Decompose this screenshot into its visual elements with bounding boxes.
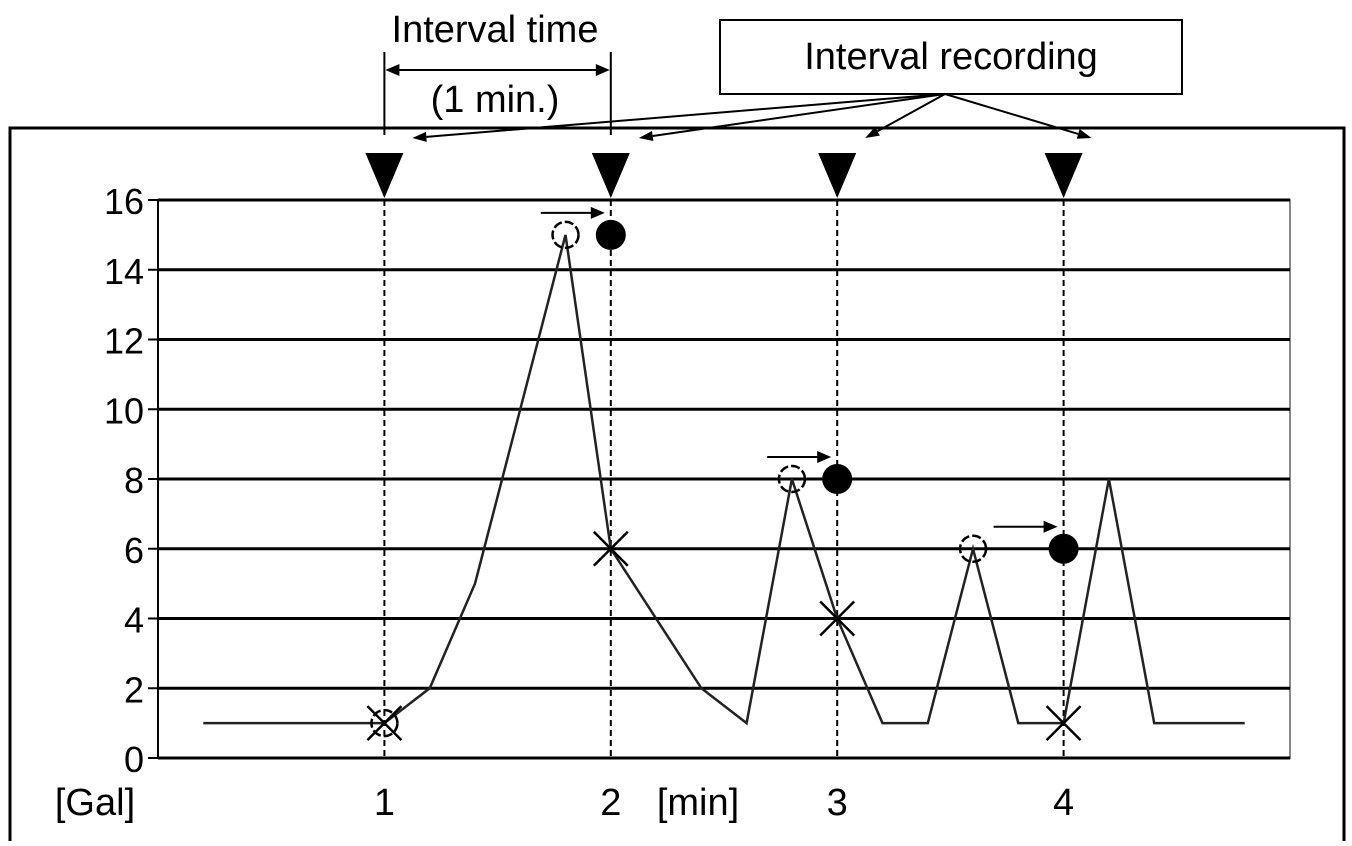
interval-time-arrow-head-right (595, 64, 610, 76)
y-tick-label: 8 (124, 460, 144, 501)
recording-triangle-marker (1044, 153, 1083, 198)
instantaneous-value-x-marker (366, 705, 403, 742)
recording-pointer-line (426, 93, 946, 138)
x-tick-label: 3 (827, 782, 848, 824)
recording-pointer-arrowhead (1076, 129, 1092, 139)
recorded-value-dot (822, 464, 853, 494)
interval-peak-open-circle (551, 220, 580, 250)
recording-triangle-marker (591, 153, 630, 198)
x-tick-label: 1 (374, 782, 395, 824)
y-tick-label: 4 (124, 600, 144, 641)
carry-arrow-head (590, 206, 605, 219)
recording-triangle-marker (818, 153, 857, 198)
recorded-value-dot (1048, 533, 1079, 564)
interval-time-label: Interval time (392, 9, 599, 51)
recording-pointer-line (944, 93, 1079, 135)
recording-triangle-marker (365, 153, 404, 198)
interval-peak-open-circle (370, 708, 399, 738)
y-tick-label: 6 (124, 530, 144, 571)
interval-peak-open-circle (958, 534, 988, 563)
x-tick-label: 4 (1053, 782, 1074, 824)
interval-peak-open-circle (777, 464, 807, 494)
interval-time-arrow-head-left (385, 64, 400, 76)
y-axis-unit: [Gal] (55, 782, 135, 824)
outer-frame (8, 126, 1346, 841)
y-tick-label: 16 (104, 181, 144, 222)
waveform-line (203, 234, 1245, 726)
carry-arrow-head (1043, 520, 1058, 533)
instantaneous-value-x-marker (592, 530, 629, 567)
y-tick-label: 2 (124, 669, 144, 710)
recording-pointer-arrowhead (865, 126, 880, 138)
y-tick-label: 0 (124, 739, 144, 780)
recorded-value-dot (595, 219, 626, 250)
interval-recording-box (719, 19, 1183, 95)
interval-recording-label: Interval recording (804, 36, 1098, 78)
y-tick-label: 10 (104, 390, 144, 431)
y-tick-label: 14 (104, 251, 144, 292)
carry-arrow-head (817, 451, 832, 463)
recording-pointer-arrowhead (412, 131, 427, 142)
x-tick-label: 2 (600, 782, 621, 824)
recording-pointer-line (876, 93, 946, 133)
interval-time-value: (1 min.) (431, 79, 560, 121)
recording-pointer-arrowhead (638, 131, 654, 141)
instantaneous-value-x-marker (819, 600, 856, 637)
instantaneous-value-x-marker (1045, 705, 1082, 742)
recording-pointer-line (652, 93, 946, 137)
y-tick-label: 12 (104, 321, 144, 362)
x-axis-unit: [min] (657, 782, 739, 824)
